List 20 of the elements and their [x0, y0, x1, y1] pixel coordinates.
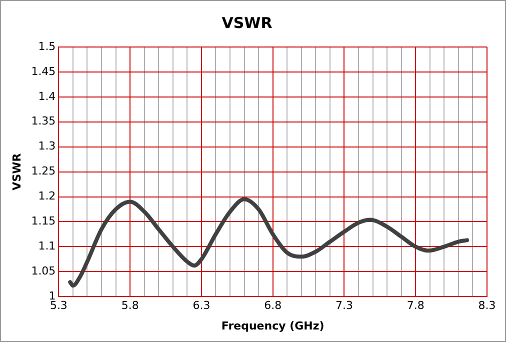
y-tick-label: 1.1: [38, 240, 56, 253]
y-tick-label: 1.15: [31, 214, 56, 228]
y-tick-label: 1.35: [31, 114, 56, 128]
x-tick-label: 7.8: [406, 299, 424, 312]
y-tick-label: 1.4: [38, 90, 56, 103]
chart-title: VSWR: [222, 14, 273, 32]
y-tick-label: 1.45: [31, 64, 56, 78]
x-tick-label: 6.8: [264, 299, 282, 312]
y-axis-title: VSWR: [10, 152, 24, 190]
y-tick-label: 1.25: [31, 164, 56, 178]
y-tick-label: 1.5: [38, 40, 56, 53]
x-tick-label: 6.3: [192, 299, 210, 312]
line-series: [68, 197, 470, 288]
y-tick-label: 1.2: [38, 190, 56, 203]
y-tick-label: 1.3: [38, 140, 56, 153]
x-tick-label: 7.3: [335, 299, 353, 312]
x-axis-title: Frequency (GHz): [221, 319, 324, 332]
x-tick-label: 5.8: [121, 299, 139, 312]
x-tick-label: 8.3: [478, 299, 496, 312]
y-tick-label: 1.05: [31, 264, 56, 278]
